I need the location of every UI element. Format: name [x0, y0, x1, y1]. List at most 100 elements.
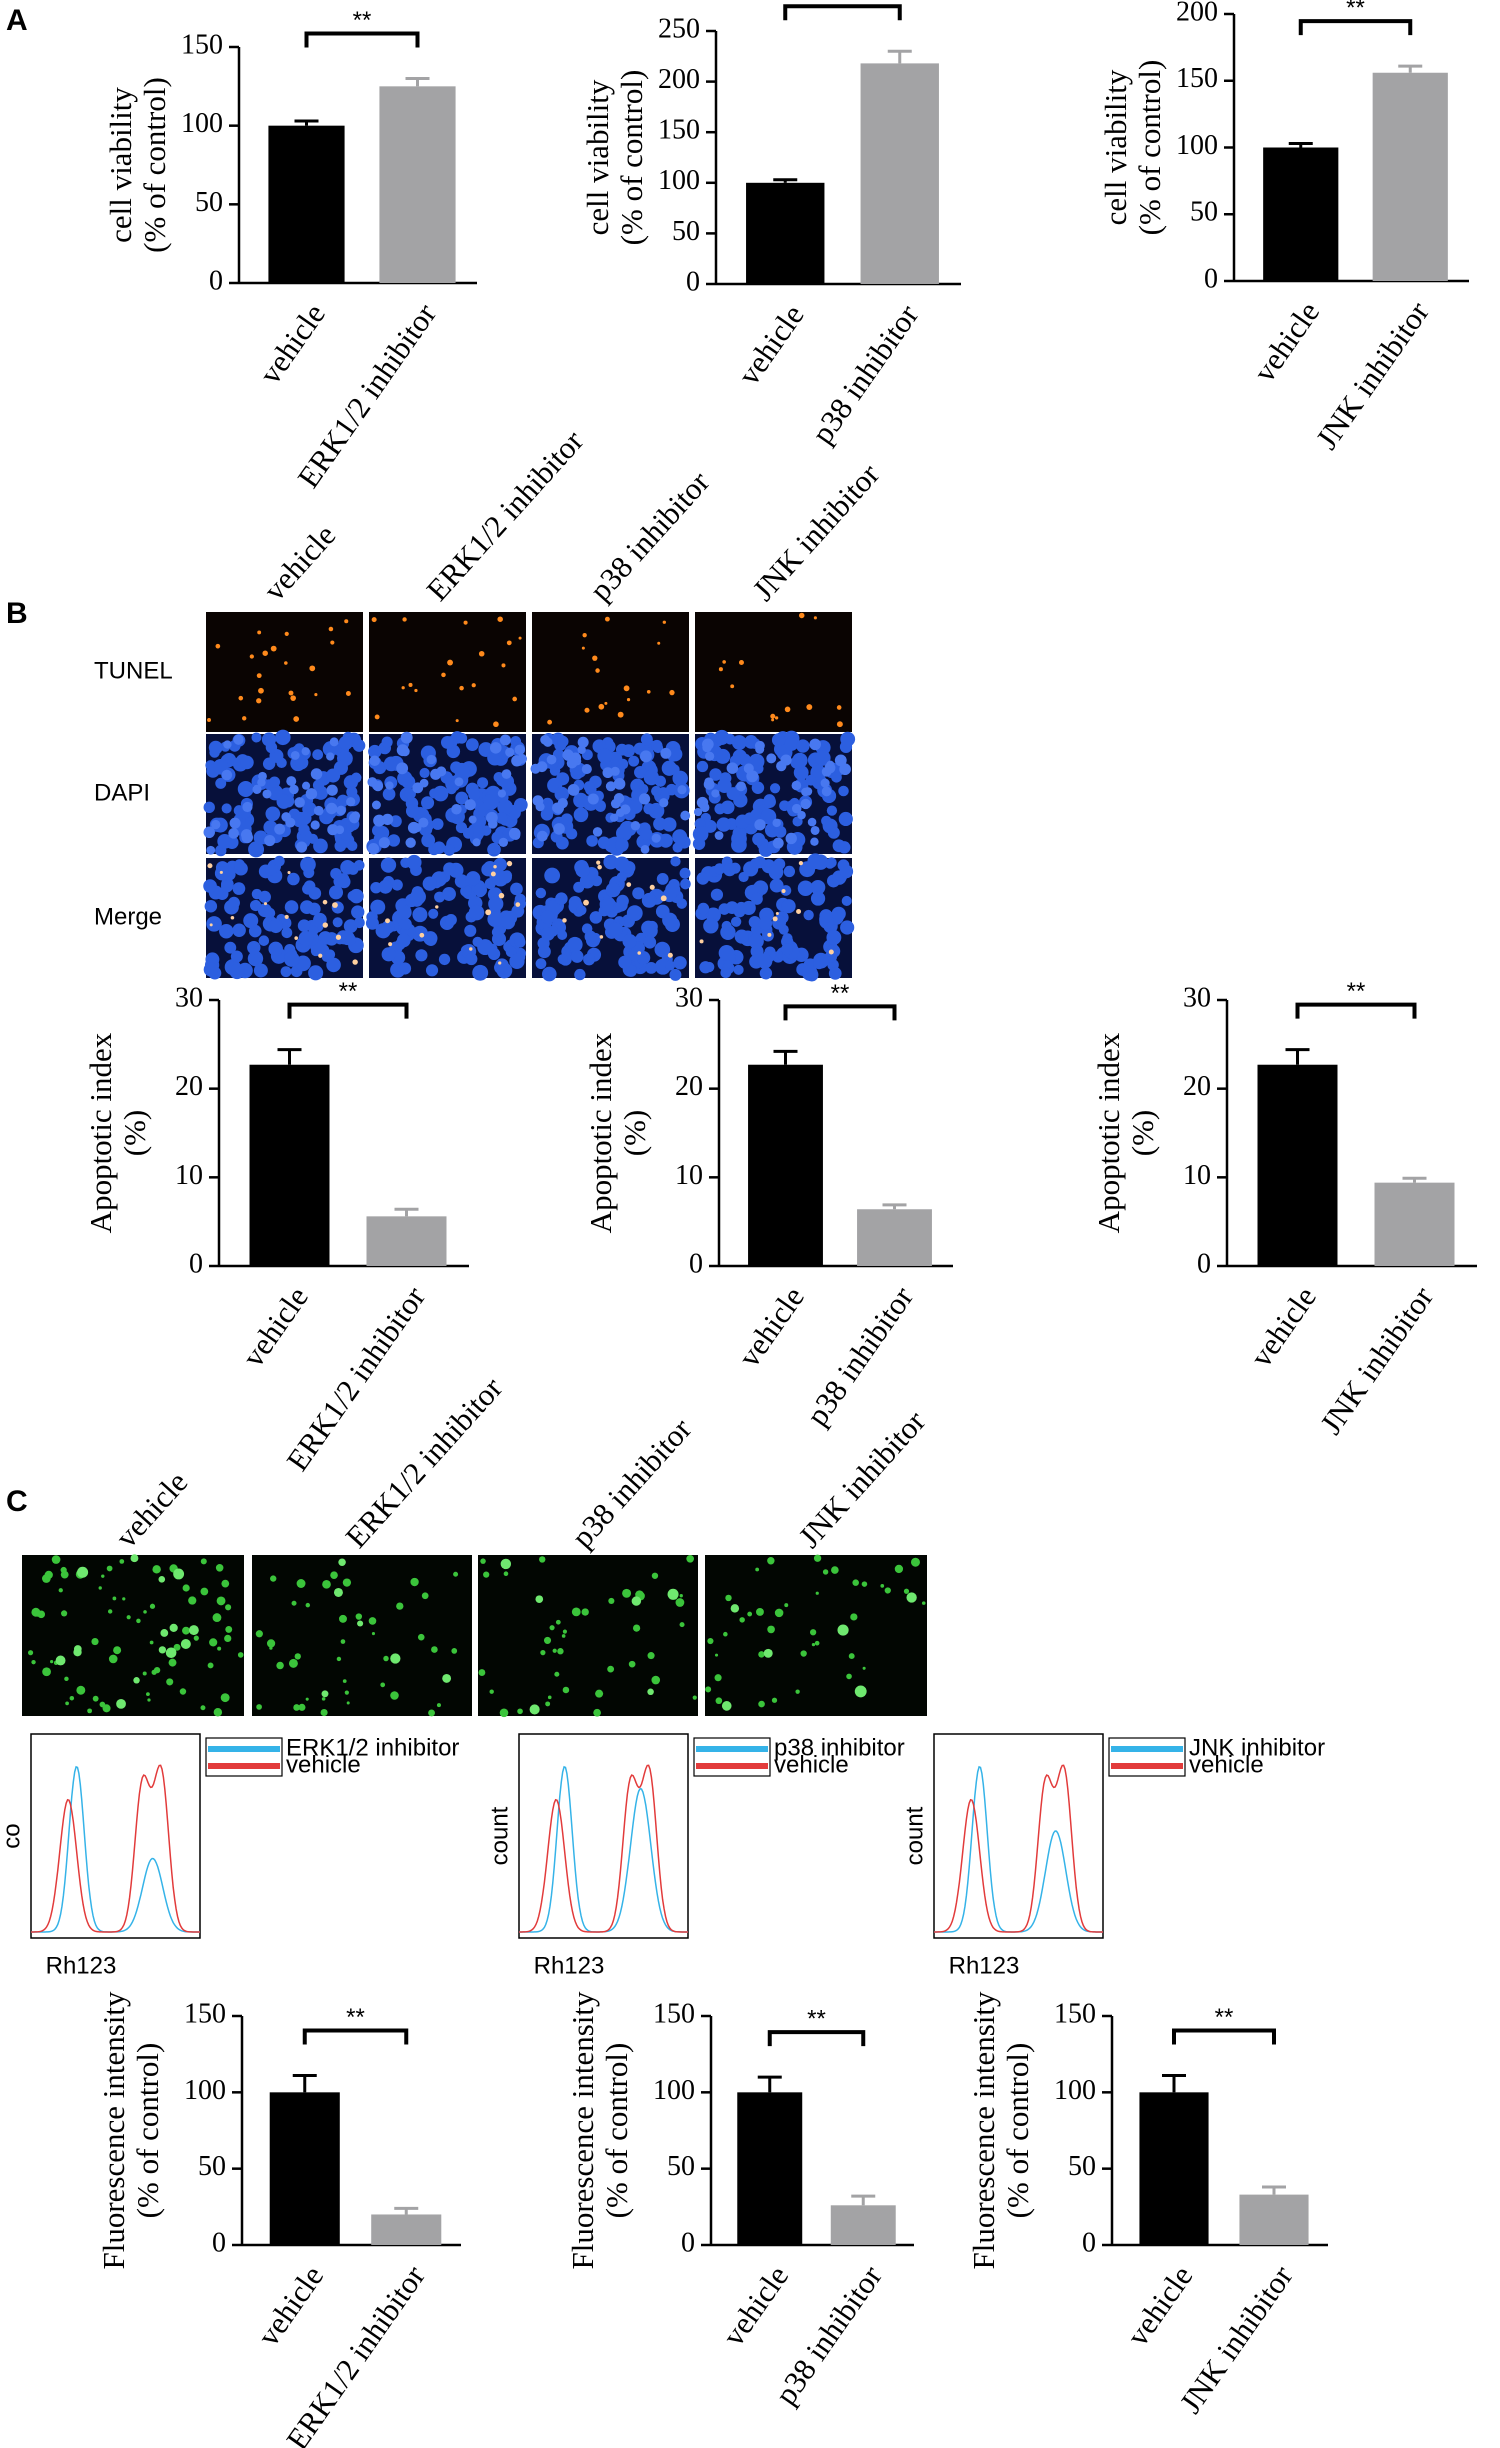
cell — [581, 646, 585, 650]
cell — [180, 1639, 191, 1649]
cell — [637, 951, 641, 955]
cell — [707, 1637, 714, 1645]
cell — [791, 803, 802, 814]
y-axis-label: Fluorescence intensity — [565, 1991, 600, 2270]
cell — [560, 813, 573, 826]
cell — [774, 825, 787, 838]
cell — [116, 1698, 126, 1709]
cell — [281, 927, 293, 939]
y-axis-label: count — [486, 1806, 513, 1865]
cell — [513, 798, 528, 812]
cell — [781, 899, 796, 914]
cell — [179, 1688, 187, 1695]
column-label: p38 inhibitor — [564, 1411, 698, 1555]
cell — [910, 1557, 920, 1567]
y-axis-label: Fluorescence intensity — [96, 1991, 131, 2270]
cell — [587, 793, 599, 805]
cell — [736, 781, 746, 792]
cell — [55, 1655, 66, 1666]
cell — [554, 786, 569, 802]
cell — [499, 871, 512, 884]
cell — [807, 817, 817, 827]
bar — [1139, 2092, 1209, 2245]
cell — [826, 805, 838, 816]
cell — [327, 824, 339, 836]
cell — [426, 754, 437, 765]
cell — [718, 945, 735, 961]
cell — [769, 783, 781, 794]
cell — [643, 803, 655, 815]
x-tick-label: vehicle — [235, 1280, 315, 1373]
cell — [797, 810, 806, 820]
cell — [31, 1659, 36, 1665]
cell — [774, 716, 779, 720]
cell — [828, 966, 842, 980]
y-axis-label: cell viability — [580, 79, 615, 235]
cell — [767, 932, 772, 937]
significance-label: ** — [1215, 2004, 1234, 2031]
cell — [334, 840, 347, 852]
histogram-curve — [934, 1765, 1103, 1933]
cell — [211, 819, 221, 830]
cell — [414, 688, 418, 693]
cell — [584, 707, 590, 713]
cell — [269, 1646, 273, 1650]
cell — [252, 784, 262, 794]
y-tick-label: 100 — [658, 165, 700, 196]
cell — [206, 845, 216, 855]
y-tick-label: 0 — [1204, 263, 1218, 294]
bar — [737, 2092, 803, 2245]
cell — [383, 756, 399, 772]
cell — [287, 870, 291, 875]
cell — [539, 1556, 546, 1563]
micrograph — [206, 612, 363, 732]
cell — [255, 1630, 263, 1638]
cell — [921, 1601, 926, 1605]
cell — [336, 805, 346, 816]
cell — [328, 626, 334, 632]
y-tick-label: 0 — [212, 2227, 226, 2258]
cell — [730, 684, 735, 689]
cell — [217, 833, 233, 849]
cell — [557, 954, 568, 965]
cell — [721, 920, 732, 931]
cell — [385, 918, 390, 924]
micrograph — [252, 1555, 472, 1717]
cell — [469, 947, 473, 951]
cell — [647, 1652, 655, 1660]
cell — [200, 1587, 209, 1596]
cell — [34, 1611, 41, 1617]
y-axis-label: count — [901, 1806, 928, 1865]
cell — [460, 885, 472, 897]
cell — [410, 888, 426, 905]
cell — [328, 885, 344, 900]
cell — [353, 917, 365, 929]
cell — [537, 945, 551, 959]
cell — [257, 778, 266, 787]
y-tick-label: 150 — [184, 1998, 226, 2029]
cell — [535, 1595, 544, 1603]
cell — [586, 835, 598, 847]
cell — [581, 1608, 589, 1616]
cell — [828, 949, 834, 955]
cell — [473, 883, 488, 897]
bar — [1239, 2194, 1309, 2245]
cell — [61, 1610, 68, 1617]
cell — [738, 753, 751, 767]
cell — [641, 892, 657, 908]
cell — [672, 842, 683, 853]
cell — [810, 880, 826, 895]
cell — [381, 947, 396, 962]
cell — [293, 1704, 300, 1711]
cell — [371, 1632, 376, 1636]
bar — [371, 2214, 442, 2245]
y-axis-label: (%) — [617, 1110, 652, 1156]
cell — [798, 612, 805, 619]
cell — [803, 909, 814, 921]
cell — [722, 660, 726, 664]
cell — [599, 935, 604, 939]
cell — [714, 831, 724, 840]
cell — [769, 878, 784, 893]
cell — [421, 1592, 429, 1600]
cell — [112, 1596, 117, 1601]
